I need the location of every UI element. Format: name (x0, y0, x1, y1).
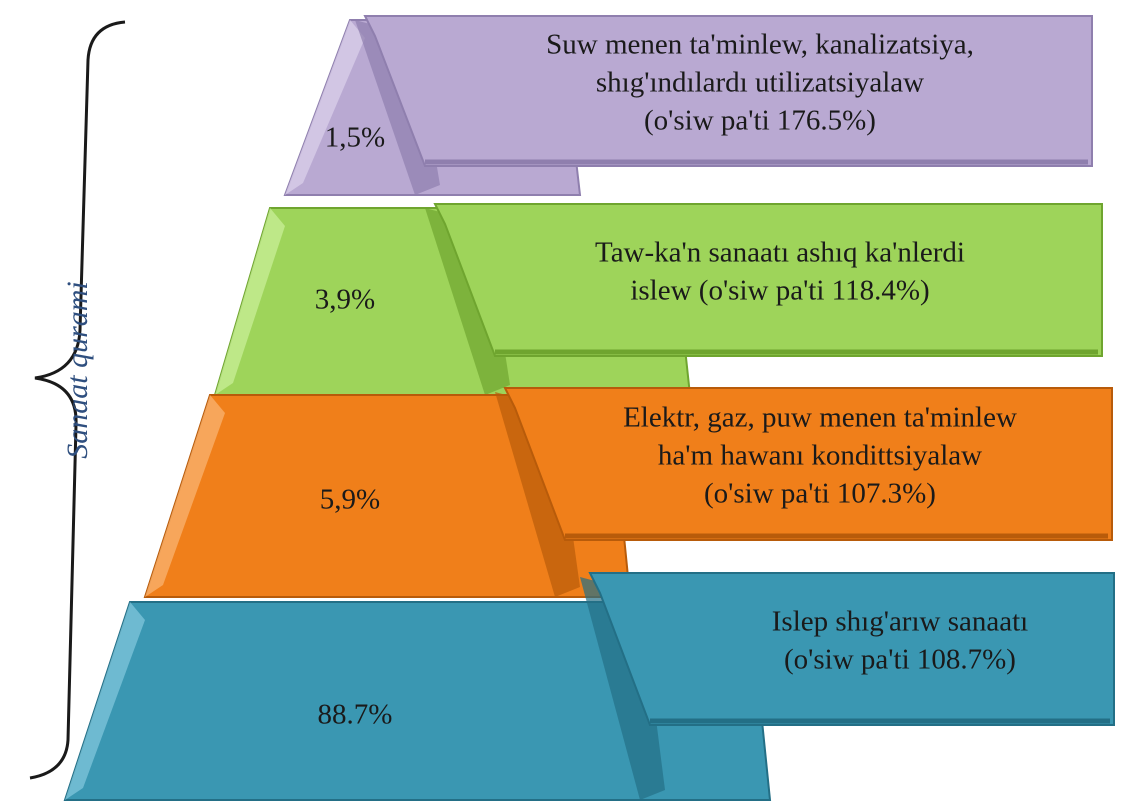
tier-description: (o'siw pa'ti 107.3%) (704, 478, 936, 510)
tier-description: ha'm hawanı kondittsiyalaw (658, 440, 982, 472)
tier-description: Taw-ka'n sanaatı ashıq ka'nlerdi (595, 237, 965, 269)
tier-bevel (65, 602, 145, 800)
label-box (503, 387, 1113, 541)
tier: 1,5% Suw menen ta'minlew, kanalizatsiya, s… (283, 15, 1093, 196)
brace (29, 20, 126, 780)
brace-label: Sanaat qurami (61, 281, 94, 459)
label-box (363, 15, 1093, 167)
tier-description: shıg'ındılardı utilizatsiyalaw (596, 67, 924, 99)
tier: 3,9% Taw-ka'n sanaatı ashıq ka'nlerdi isle… (213, 203, 1103, 396)
tier-bevel (215, 208, 285, 395)
tier-percent: 1,5% (325, 122, 385, 154)
label-box (588, 572, 1115, 726)
tier-bevel (285, 20, 365, 195)
tier-description: (o'siw pa'ti 176.5%) (644, 105, 876, 137)
tier-description: (o'siw pa'ti 108.7%) (784, 644, 1016, 676)
tier-base (63, 601, 772, 801)
tiers: 1,5% Suw menen ta'minlew, kanalizatsiya, s… (63, 15, 1115, 801)
tier-description: Elektr, gaz, puw menen ta'minlew (623, 402, 1017, 434)
tier-description: Islep shıg'arıw sanaatı (772, 606, 1028, 638)
tier-bevel (145, 395, 225, 597)
tier-percent: 3,9% (315, 284, 375, 316)
label-box (433, 203, 1103, 357)
tier: 5,9% Elektr, gaz, puw menen ta'minlew ha'm… (143, 387, 1113, 598)
tier-percent: 88.7% (318, 699, 393, 731)
tier-description: Suw menen ta'minlew, kanalizatsiya, (546, 29, 974, 61)
tier: 88.7% Islep shıg'arıw sanaatı (o'siw pa't… (63, 572, 1115, 801)
tier-description: islew (o'siw pa'ti 118.4%) (630, 275, 929, 307)
tier-percent: 5,9% (320, 484, 380, 516)
